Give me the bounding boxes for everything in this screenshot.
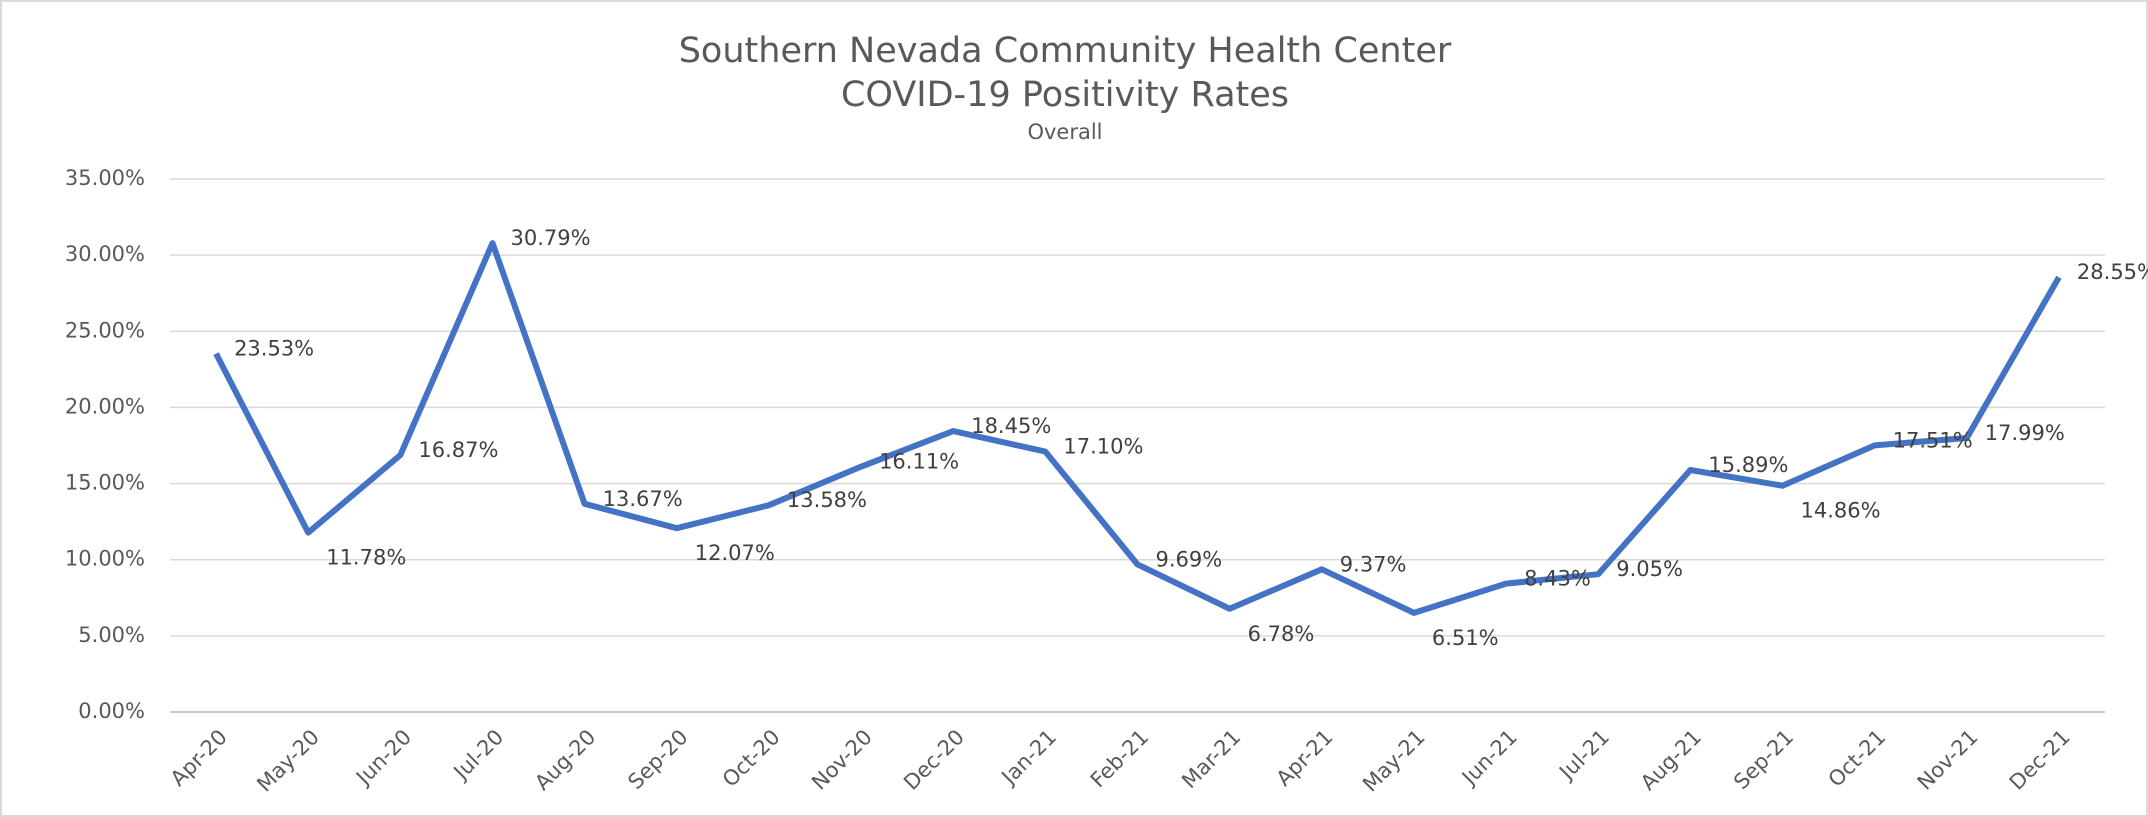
y-tick-label: 10.00% xyxy=(65,547,145,571)
data-label: 17.51% xyxy=(1893,428,1973,452)
data-label: 9.37% xyxy=(1340,552,1407,576)
data-label: 17.10% xyxy=(1063,435,1143,459)
data-label: 8.43% xyxy=(1524,567,1591,591)
chart-subtitle: COVID-19 Positivity Rates xyxy=(841,75,1289,115)
y-tick-label: 30.00% xyxy=(65,242,145,266)
y-tick-label: 0.00% xyxy=(78,699,145,723)
data-label: 6.78% xyxy=(1248,622,1315,646)
data-label: 16.11% xyxy=(879,450,959,474)
data-label: 9.05% xyxy=(1616,557,1683,581)
data-label: 23.53% xyxy=(234,337,314,361)
y-tick-label: 15.00% xyxy=(65,471,145,495)
chart-annotation: Overall xyxy=(1027,120,1102,144)
data-label: 6.51% xyxy=(1432,626,1499,650)
data-label: 13.67% xyxy=(603,487,683,511)
data-label: 15.89% xyxy=(1708,453,1788,477)
data-label: 11.78% xyxy=(326,546,406,570)
y-tick-label: 35.00% xyxy=(65,166,145,190)
data-label: 30.79% xyxy=(511,226,591,250)
data-label: 28.55% xyxy=(2077,260,2148,284)
data-label: 13.58% xyxy=(787,488,867,512)
y-tick-label: 25.00% xyxy=(65,318,145,342)
chart-title: Southern Nevada Community Health Center xyxy=(679,31,1452,71)
data-line xyxy=(213,240,2062,616)
data-label: 14.86% xyxy=(1801,499,1881,523)
data-label: 18.45% xyxy=(971,414,1051,438)
data-label: 9.69% xyxy=(1156,547,1223,571)
data-label: 17.99% xyxy=(1985,421,2065,445)
y-tick-label: 5.00% xyxy=(78,623,145,647)
data-label: 12.07% xyxy=(695,541,775,565)
data-label: 16.87% xyxy=(418,438,498,462)
y-tick-label: 20.00% xyxy=(65,394,145,418)
